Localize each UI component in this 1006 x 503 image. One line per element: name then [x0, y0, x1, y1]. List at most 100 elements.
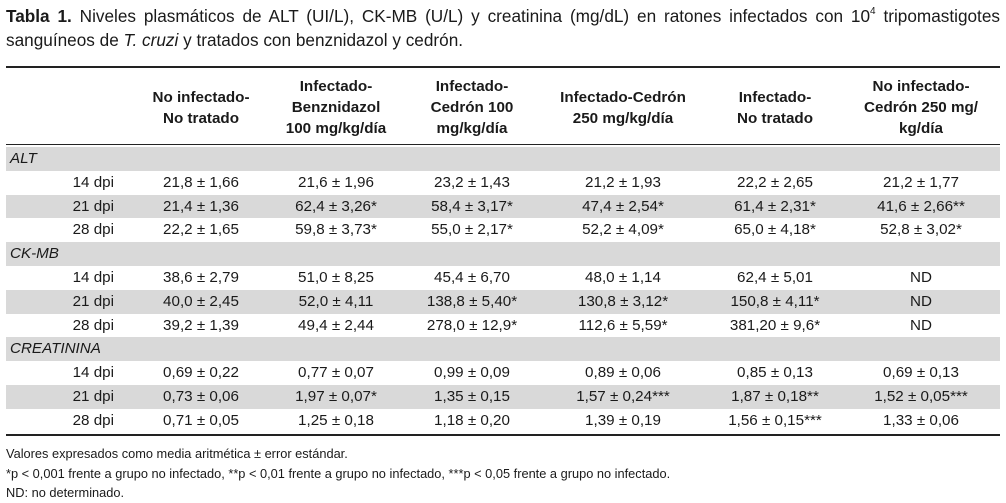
table-cell: 1,97 ± 0,07* — [266, 384, 406, 409]
table-cell: 112,6 ± 5,59* — [578, 316, 668, 334]
row-label: 21 dpi — [6, 194, 136, 219]
table-cell: 150,8 ± 4,11* — [708, 289, 842, 314]
table-row: 14 dpi 21,8 ± 1,66 21,6 ± 1,96 23,2 ± 1,43 2… — [6, 171, 1000, 195]
section-row: ALT — [6, 147, 1000, 171]
column-header: Infectado- No tratado — [737, 88, 813, 127]
table-cell: 39,2 ± 1,39 — [163, 316, 239, 334]
table-body: ALT 14 dpi 21,8 ± 1,66 21,6 ± 1,96 23,2 ± 1,… — [6, 147, 1000, 433]
caption-species: T. cruzi — [123, 30, 179, 50]
caption-superscript: 4 — [870, 6, 876, 17]
table-cell: 52,8 ± 3,02* — [880, 221, 962, 239]
table-cell: 22,2 ± 1,65 — [163, 221, 239, 239]
caption-text: Niveles plasmáticos de ALT (UI/L), CK-MB… — [71, 6, 871, 26]
results-table: No infectado- No tratado Infectado- Benzn… — [6, 68, 1000, 433]
table-row: 14 dpi 38,6 ± 2,79 51,0 ± 8,25 45,4 ± 6,70 4… — [6, 266, 1000, 290]
table-cell: 21,8 ± 1,66 — [163, 173, 239, 191]
table-cell: 40,0 ± 2,45 — [136, 289, 266, 314]
table-cell: 48,0 ± 1,14 — [585, 268, 661, 286]
row-label: 28 dpi — [72, 411, 114, 429]
table-row: 28 dpi 39,2 ± 1,39 49,4 ± 2,44 278,0 ± 12,9… — [6, 314, 1000, 338]
row-label: 28 dpi — [72, 221, 114, 239]
caption-text-continued: tripomastigotes sanguíneos de — [6, 6, 1000, 50]
table-footnotes: Valores expresados como media aritmética… — [6, 444, 670, 503]
table-cell: 381,20 ± 9,6* — [729, 316, 821, 334]
table-cell: 0,99 ± 0,09 — [434, 364, 510, 382]
row-label: 28 dpi — [72, 316, 114, 334]
table-row: 21 dpi 40,0 ± 2,45 52,0 ± 4,11 138,8 ± 5,40… — [6, 289, 1000, 314]
footnote-values: Valores expresados como media aritmética… — [6, 446, 348, 461]
row-label: 14 dpi — [72, 173, 114, 191]
section-row: CREATININA — [6, 337, 1000, 362]
table-cell: 22,2 ± 2,65 — [737, 173, 813, 191]
table-row: 21 dpi 21,4 ± 1,36 62,4 ± 3,26* 58,4 ± 3,17… — [6, 194, 1000, 219]
table-cell: 0,85 ± 0,13 — [737, 364, 813, 382]
table-cell: 55,0 ± 2,17* — [431, 221, 513, 239]
table-cell: 1,56 ± 0,15*** — [728, 411, 822, 429]
section-row: CK-MB — [6, 242, 1000, 266]
table-cell: 0,69 ± 0,22 — [163, 364, 239, 382]
table-top-rule — [6, 66, 1000, 68]
row-label: 14 dpi — [72, 364, 114, 382]
column-header: Infectado- Benznidazol 100 mg/kg/día — [285, 78, 387, 137]
footnote-nd: ND: no determinado. — [6, 485, 125, 500]
table-cell: 1,52 ± 0,05*** — [842, 384, 1000, 409]
table-cell: 278,0 ± 12,9* — [426, 316, 518, 334]
table-cell: 52,0 ± 4,11 — [266, 289, 406, 314]
table-cell: 1,87 ± 0,18** — [708, 384, 842, 409]
table-cell: 38,6 ± 2,79 — [163, 268, 239, 286]
caption-text-end: y tratados con benznidazol y cedrón. — [178, 30, 464, 50]
table-cell: 45,4 ± 6,70 — [434, 268, 510, 286]
table-cell: 130,8 ± 3,12* — [538, 289, 708, 314]
table-cell: 1,25 ± 0,18 — [298, 411, 374, 429]
table-cell: 23,2 ± 1,43 — [434, 173, 510, 191]
table-cell: 1,33 ± 0,06 — [883, 411, 959, 429]
section-label: CK-MB — [6, 242, 1000, 266]
table-cell: 51,0 ± 8,25 — [298, 268, 374, 286]
table-cell: 0,69 ± 0,13 — [883, 364, 959, 382]
footnote-significance: *p < 0,001 frente a grupo no infectado, … — [6, 465, 671, 481]
table-cell: 21,4 ± 1,36 — [136, 194, 266, 219]
caption-label: Tabla 1. — [6, 6, 72, 26]
table-row: 28 dpi 0,71 ± 0,05 1,25 ± 0,18 1,18 ± 0,20 1… — [6, 409, 1000, 433]
table-cell: 0,71 ± 0,05 — [163, 411, 239, 429]
table-row: 21 dpi 0,73 ± 0,06 1,97 ± 0,07* 1,35 ± 0,15… — [6, 384, 1000, 409]
table-cell: 21,2 ± 1,93 — [585, 173, 661, 191]
column-header — [6, 68, 136, 147]
table-cell: ND — [842, 289, 1000, 314]
column-header: No infectado- Cedrón 250 mg/ kg/día — [864, 78, 978, 137]
table-caption: Tabla 1. Niveles plasmáticos de ALT (UI/… — [6, 4, 1000, 52]
table-cell: 1,18 ± 0,20 — [434, 411, 510, 429]
table-row: 28 dpi 22,2 ± 1,65 59,8 ± 3,73* 55,0 ± 2,17… — [6, 218, 1000, 242]
table-cell: 1,57 ± 0,24*** — [538, 384, 708, 409]
table-cell: 0,77 ± 0,07 — [298, 364, 374, 382]
table-cell: 0,89 ± 0,06 — [585, 364, 661, 382]
table-cell: 59,8 ± 3,73* — [295, 221, 377, 239]
column-header: No infectado- No tratado — [152, 88, 250, 127]
table-cell: 1,35 ± 0,15 — [406, 384, 538, 409]
section-label: CREATININA — [6, 337, 1000, 362]
table-cell: 58,4 ± 3,17* — [406, 194, 538, 219]
table-cell: 47,4 ± 2,54* — [538, 194, 708, 219]
column-header: Infectado-Cedrón 250 mg/kg/día — [560, 88, 686, 127]
table-cell: 41,6 ± 2,66** — [842, 194, 1000, 219]
table-row: 14 dpi 0,69 ± 0,22 0,77 ± 0,07 0,99 ± 0,09 0… — [6, 361, 1000, 385]
row-label: 21 dpi — [6, 289, 136, 314]
table-cell: ND — [910, 316, 932, 334]
header-row: No infectado- No tratado Infectado- Benzn… — [6, 68, 1000, 147]
table-cell: 52,2 ± 4,09* — [582, 221, 664, 239]
table-cell: 1,39 ± 0,19 — [585, 411, 661, 429]
section-label: ALT — [6, 147, 1000, 171]
row-label: 21 dpi — [6, 384, 136, 409]
table-header: No infectado- No tratado Infectado- Benzn… — [6, 68, 1000, 147]
table-cell: ND — [910, 268, 932, 286]
table-cell: 21,6 ± 1,96 — [298, 173, 374, 191]
header-bottom-rule — [6, 144, 1000, 145]
table-cell: 21,2 ± 1,77 — [883, 173, 959, 191]
table-cell: 65,0 ± 4,18* — [734, 221, 816, 239]
table-cell: 49,4 ± 2,44 — [298, 316, 374, 334]
row-label: 14 dpi — [72, 268, 114, 286]
table-cell: 62,4 ± 5,01 — [737, 268, 813, 286]
table-bottom-rule — [6, 434, 1000, 436]
table-cell: 0,73 ± 0,06 — [136, 384, 266, 409]
table-cell: 138,8 ± 5,40* — [406, 289, 538, 314]
